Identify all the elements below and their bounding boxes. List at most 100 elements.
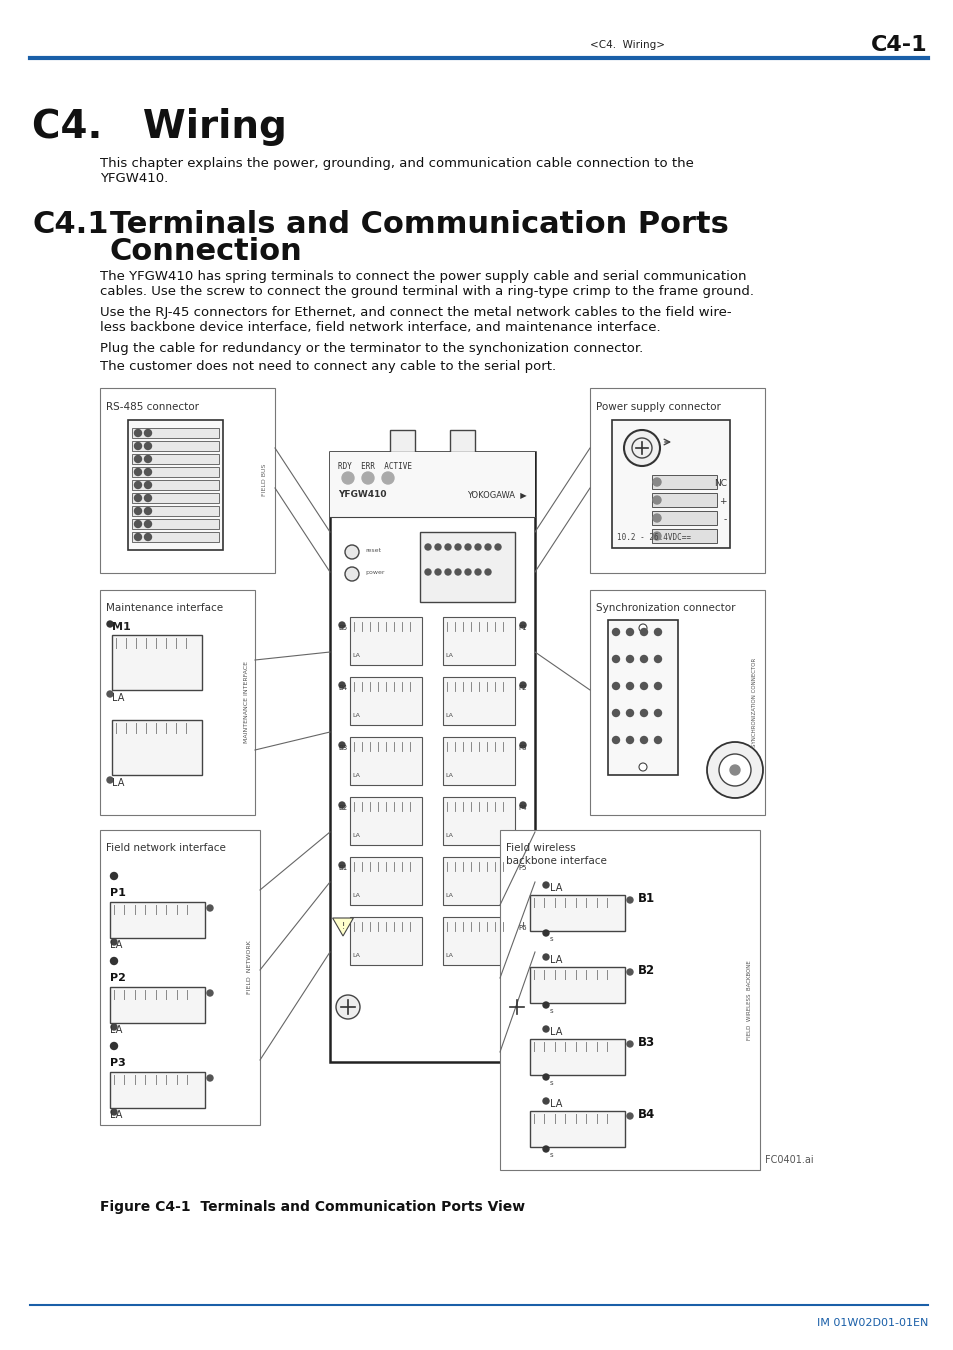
Circle shape [444,568,451,575]
Circle shape [484,544,491,549]
Circle shape [626,656,633,663]
Circle shape [519,922,525,927]
Circle shape [654,629,660,636]
Text: LA: LA [444,653,453,657]
Circle shape [144,508,152,514]
Bar [589,387,764,572]
Circle shape [542,1026,548,1031]
Circle shape [623,431,659,466]
Circle shape [626,969,633,975]
Bar [530,967,624,1003]
Text: B3: B3 [337,745,347,751]
Circle shape [612,683,618,690]
Text: The customer does not need to connect any cable to the serial port.: The customer does not need to connect an… [100,360,556,373]
Text: <C4.  Wiring>: <C4. Wiring> [589,40,664,50]
Text: P6: P6 [517,925,526,932]
Circle shape [107,691,112,697]
Text: backbone interface: backbone interface [505,856,606,865]
Circle shape [542,1098,548,1104]
Bar [607,620,678,775]
Text: M1: M1 [112,622,131,632]
Circle shape [111,1108,117,1115]
Text: P3: P3 [517,745,526,751]
Text: cables. Use the screw to connect the ground terminal with a ring-type crimp to t: cables. Use the screw to connect the gro… [100,285,753,298]
Text: power: power [365,570,384,575]
Circle shape [729,765,740,775]
Text: FC0401.ai: FC0401.ai [764,1156,813,1165]
Bar [442,617,515,666]
Bar [651,475,717,489]
Bar [530,1040,624,1075]
Circle shape [626,710,633,717]
Text: B1: B1 [638,892,655,904]
Circle shape [134,455,141,463]
Circle shape [111,1025,117,1030]
Circle shape [144,468,152,475]
Text: P3: P3 [110,1058,126,1068]
Circle shape [612,710,618,717]
Text: B5: B5 [337,625,347,630]
Text: P1: P1 [110,888,126,898]
Bar [132,454,219,464]
Circle shape [504,995,529,1019]
Circle shape [134,468,141,475]
Circle shape [464,544,471,549]
Text: RDY  ERR  ACTIVE: RDY ERR ACTIVE [337,462,412,471]
Circle shape [144,521,152,528]
Circle shape [495,544,500,549]
Circle shape [626,1112,633,1119]
Circle shape [424,568,431,575]
Bar [442,796,515,845]
Bar [589,590,764,815]
Circle shape [444,544,451,549]
Text: LA: LA [444,713,453,718]
Bar [100,830,260,1125]
Text: MAINTENANCE INTERFACE: MAINTENANCE INTERFACE [244,662,250,743]
Text: LA: LA [352,653,359,657]
Text: B1: B1 [337,865,347,871]
Text: The YFGW410 has spring terminals to connect the power supply cable and serial co: The YFGW410 has spring terminals to conn… [100,270,745,284]
Circle shape [111,957,117,964]
Circle shape [475,544,480,549]
Bar [100,387,274,572]
Text: LA: LA [444,833,453,838]
Text: RS-485 connector: RS-485 connector [106,402,199,412]
Circle shape [626,683,633,690]
Bar [350,617,421,666]
Circle shape [654,737,660,744]
Text: LA: LA [110,1025,122,1035]
Bar [132,467,219,477]
Circle shape [134,533,141,540]
Circle shape [626,737,633,744]
Text: LA: LA [444,953,453,958]
Circle shape [338,863,345,868]
Text: less backbone device interface, field network interface, and maintenance interfa: less backbone device interface, field ne… [100,321,659,333]
Circle shape [626,629,633,636]
Circle shape [134,482,141,489]
Text: YFGW410: YFGW410 [337,490,386,500]
Text: Use the RJ-45 connectors for Ethernet, and connect the metal network cables to t: Use the RJ-45 connectors for Ethernet, a… [100,306,731,319]
Text: LA: LA [550,1027,561,1037]
Bar [350,737,421,784]
Text: LA: LA [550,1099,561,1108]
Text: LA: LA [550,954,561,965]
Bar [330,452,535,1062]
Circle shape [455,544,460,549]
Text: LA: LA [352,833,359,838]
Bar [651,512,717,525]
Circle shape [107,621,112,626]
Circle shape [519,863,525,868]
Bar [350,796,421,845]
Circle shape [654,683,660,690]
Bar [651,529,717,543]
Text: P2: P2 [110,973,126,983]
Circle shape [706,743,762,798]
Text: LA: LA [352,953,359,958]
Text: FIELD  NETWORK: FIELD NETWORK [247,940,253,994]
Text: LA: LA [352,774,359,778]
Text: Plug the cable for redundancy or the terminator to the synchonization connector.: Plug the cable for redundancy or the ter… [100,342,642,355]
Text: B4: B4 [638,1108,655,1120]
Bar [132,493,219,504]
Circle shape [612,737,618,744]
Circle shape [475,568,480,575]
